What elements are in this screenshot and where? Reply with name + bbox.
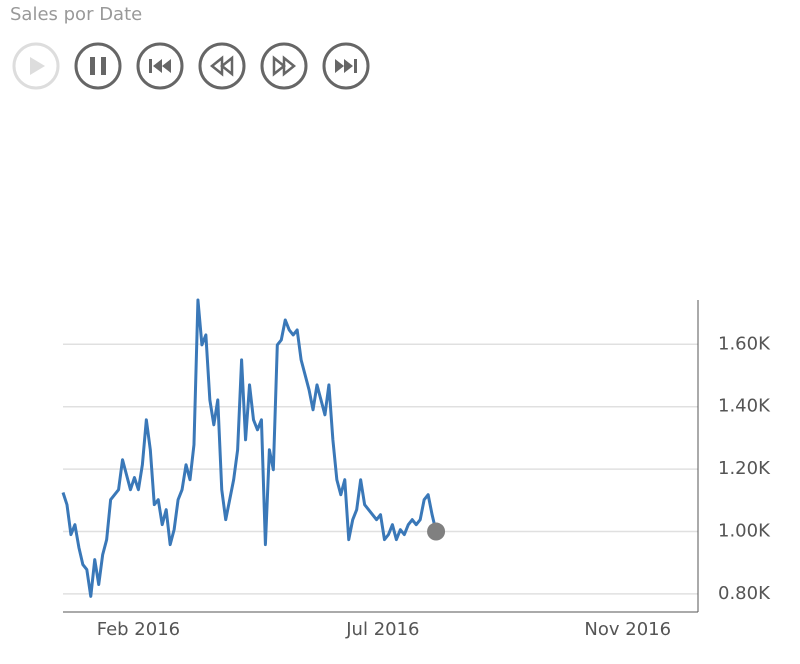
y-tick-label: 1.20K [718, 458, 771, 479]
previous-button[interactable] [198, 42, 246, 90]
last-button[interactable] [322, 42, 370, 90]
y-tick-label: 1.00K [718, 521, 771, 542]
play-controls [12, 42, 370, 90]
y-tick-label: 1.60K [718, 333, 771, 354]
x-tick-label: Feb 2016 [97, 619, 180, 640]
play-button[interactable] [12, 42, 60, 90]
x-tick-label: Jul 2016 [345, 619, 419, 640]
x-tick-label: Nov 2016 [584, 619, 671, 640]
line-series [61, 298, 438, 598]
play-position-marker [427, 522, 446, 541]
visual-title: Sales por Date [10, 4, 143, 25]
y-tick-label: 1.40K [718, 396, 771, 417]
pause-button[interactable] [74, 42, 122, 90]
y-tick-label: 0.80K [718, 583, 771, 604]
first-button[interactable] [136, 42, 184, 90]
next-button[interactable] [260, 42, 308, 90]
